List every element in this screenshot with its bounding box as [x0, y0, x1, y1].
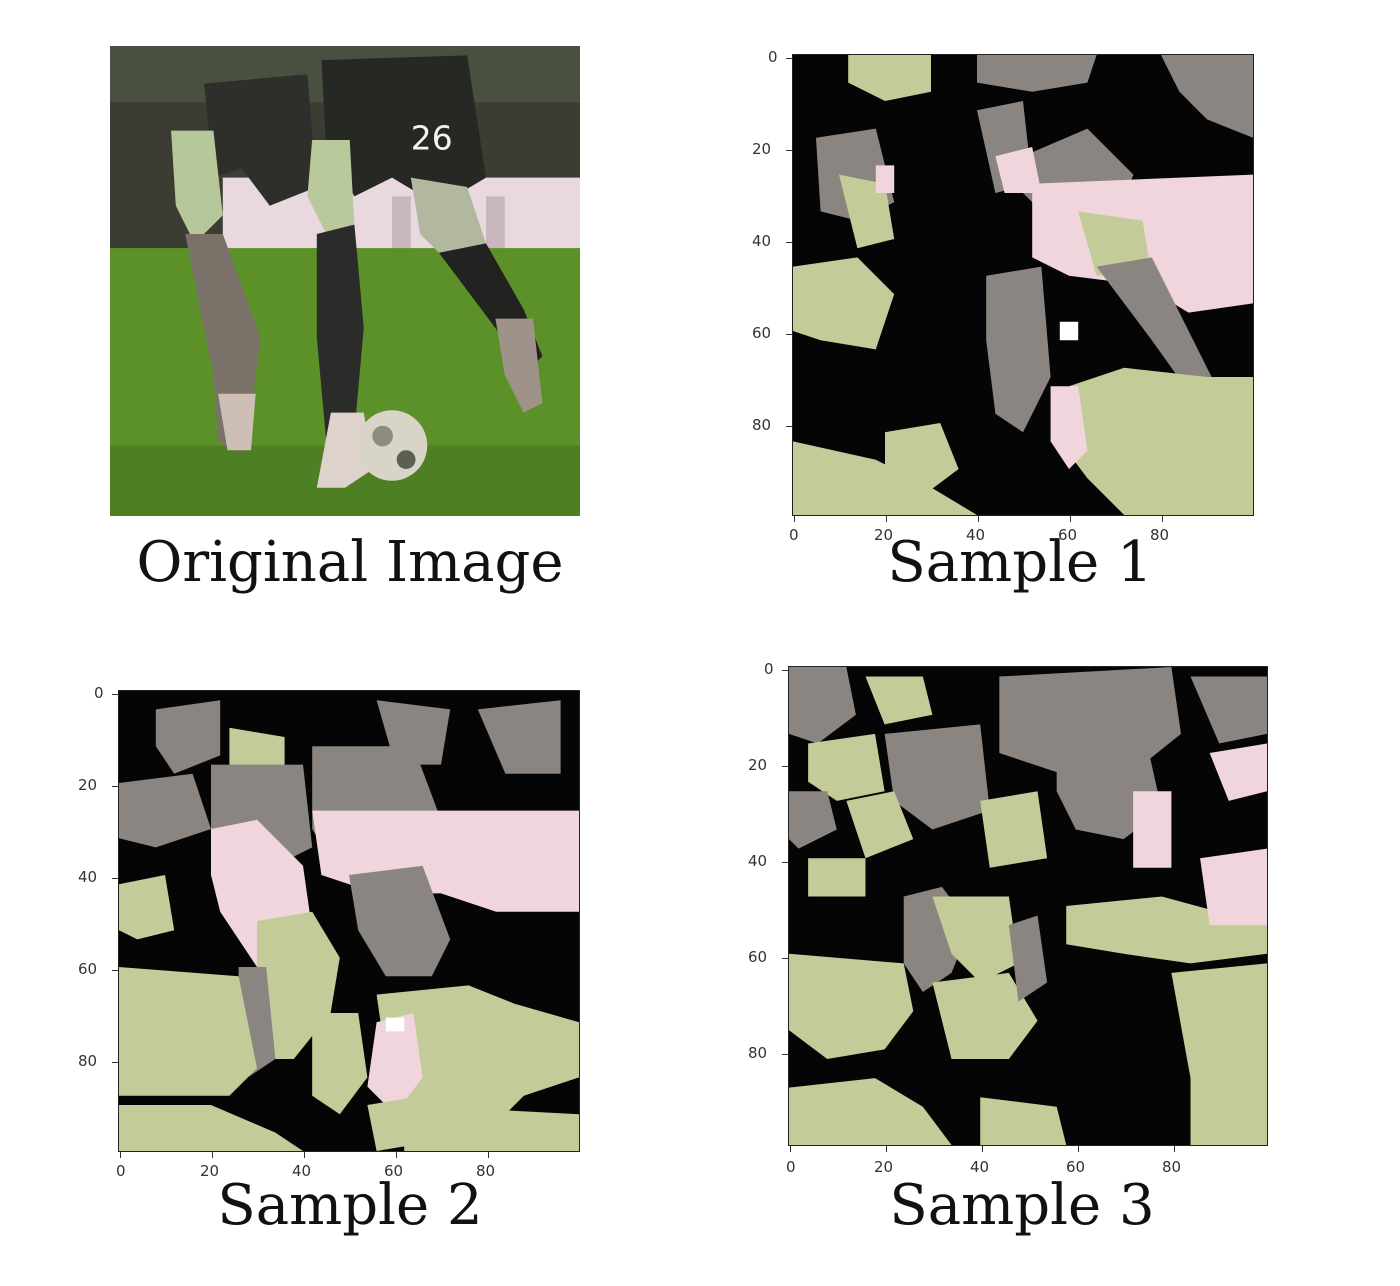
sample-2-xtick-mark — [212, 1152, 213, 1158]
sample-1-xtick-mark — [886, 516, 887, 522]
sample-3-ytick-mark — [782, 766, 788, 767]
sample-1-ytick-label: 60 — [752, 324, 772, 342]
sample-3-xtick-label: 20 — [874, 1158, 894, 1176]
sample-2-plot — [118, 690, 580, 1152]
sample-1-xtick-label: 20 — [874, 526, 894, 544]
sample-1-ytick-label: 0 — [768, 48, 778, 66]
sample-2-xtick-mark — [120, 1152, 121, 1158]
sample-2-ytick-mark — [112, 786, 118, 787]
sample-3-ytick-label: 20 — [748, 756, 768, 774]
sample-3-xtick-label: 80 — [1162, 1158, 1182, 1176]
sample-3-ytick-label: 60 — [748, 948, 768, 966]
sample-3-xtick-mark — [982, 1146, 983, 1152]
sample-3-ytick-label: 80 — [748, 1044, 768, 1062]
sample-1-ytick-mark — [786, 58, 792, 59]
sample-2-xtick-mark — [488, 1152, 489, 1158]
sample-1-xtick-mark — [1070, 516, 1071, 522]
sample-2-xtick-mark — [396, 1152, 397, 1158]
sample-3-ytick-mark — [782, 1054, 788, 1055]
sample-2-xtick-label: 0 — [116, 1162, 126, 1180]
sample-2-ytick-label: 20 — [78, 776, 98, 794]
sample-1-xtick-mark — [1162, 516, 1163, 522]
sample-2-ytick-mark — [112, 1062, 118, 1063]
sample-1-xtick-mark — [978, 516, 979, 522]
original-image-panel: 26 — [110, 46, 580, 516]
sample-3-xtick-mark — [886, 1146, 887, 1152]
sample-1-ytick-mark — [786, 426, 792, 427]
sample-2-xtick-mark — [304, 1152, 305, 1158]
sample-1-caption: Sample 1 — [887, 530, 1153, 595]
sample-1-ytick-label: 20 — [752, 140, 772, 158]
sample-2-ytick-label: 40 — [78, 868, 98, 886]
sample-3-ytick-mark — [782, 862, 788, 863]
sample-1-plot — [792, 54, 1254, 516]
sample-1-ytick-label: 40 — [752, 232, 772, 250]
sample-3-image — [789, 667, 1267, 1145]
sample-2-ytick-label: 80 — [78, 1052, 98, 1070]
sample-1-ytick-mark — [786, 150, 792, 151]
sample-2-xtick-label: 60 — [384, 1162, 404, 1180]
sample-1-xtick-label: 0 — [789, 526, 799, 544]
sample-2-image — [119, 691, 579, 1151]
sample-3-xtick-label: 0 — [786, 1158, 796, 1176]
sample-2-ytick-label: 60 — [78, 960, 98, 978]
sample-3-xtick-mark — [1174, 1146, 1175, 1152]
sample-1-xtick-mark — [794, 516, 795, 522]
sample-2-ytick-label: 0 — [94, 684, 104, 702]
sample-3-ytick-mark — [782, 958, 788, 959]
svg-text:26: 26 — [411, 118, 453, 157]
sample-1-image — [793, 55, 1253, 515]
sample-3-xtick-mark — [790, 1146, 791, 1152]
sample-2-xtick-label: 40 — [292, 1162, 312, 1180]
sample-1-xtick-label: 40 — [966, 526, 986, 544]
sample-2-ytick-mark — [112, 970, 118, 971]
sample-3-ytick-mark — [782, 670, 788, 671]
sample-3-ytick-label: 0 — [764, 660, 774, 678]
sample-1-xtick-label: 80 — [1150, 526, 1170, 544]
sample-2-caption: Sample 2 — [217, 1173, 483, 1238]
sample-3-caption: Sample 3 — [889, 1173, 1155, 1238]
original-image: 26 — [110, 46, 580, 516]
sample-2-ytick-mark — [112, 694, 118, 695]
sample-2-xtick-label: 80 — [476, 1162, 496, 1180]
sample-3-xtick-mark — [1078, 1146, 1079, 1152]
sample-1-ytick-mark — [786, 334, 792, 335]
sample-1-xtick-label: 60 — [1058, 526, 1078, 544]
sample-3-ytick-label: 40 — [748, 852, 768, 870]
original-image-caption: Original Image — [136, 530, 564, 595]
sample-2-ytick-mark — [112, 878, 118, 879]
sample-3-xtick-label: 40 — [970, 1158, 990, 1176]
sample-1-ytick-mark — [786, 242, 792, 243]
sample-2-xtick-label: 20 — [200, 1162, 220, 1180]
sample-1-ytick-label: 80 — [752, 416, 772, 434]
sample-3-xtick-label: 60 — [1066, 1158, 1086, 1176]
sample-3-plot — [788, 666, 1268, 1146]
